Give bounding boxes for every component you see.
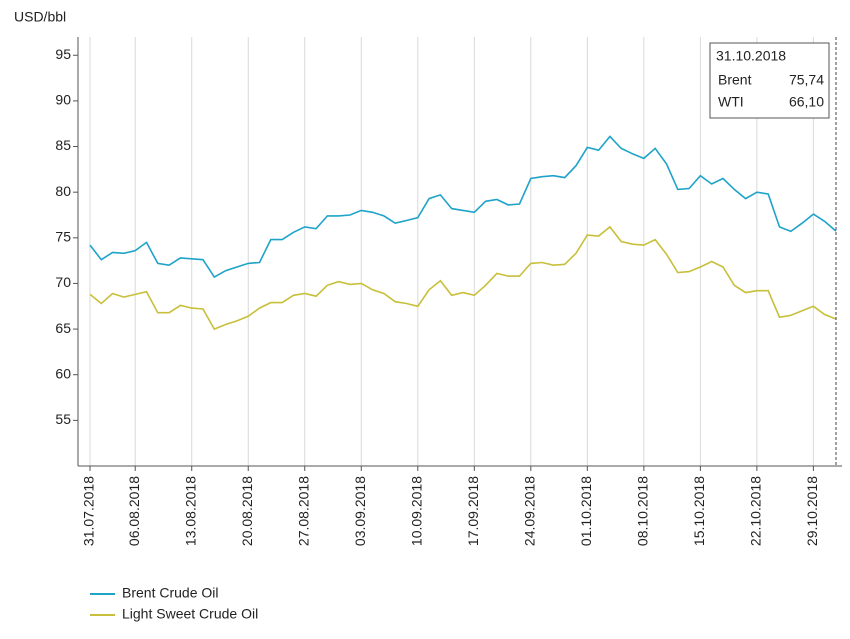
x-tick-label: 10.09.2018 <box>408 476 424 546</box>
series-line <box>89 135 837 279</box>
x-tick-label: 22.10.2018 <box>748 476 764 546</box>
x-tick-label: 24.09.2018 <box>522 476 538 546</box>
tooltip-name: Brent <box>718 72 752 88</box>
x-tick-label: 08.10.2018 <box>635 476 651 546</box>
y-tick-label: 70 <box>55 274 71 290</box>
x-tick-label: 31.07.2018 <box>81 476 97 546</box>
legend-label: Brent Crude Oil <box>122 585 218 601</box>
y-tick-label: 85 <box>55 137 71 153</box>
x-tick-label: 15.10.2018 <box>691 476 707 546</box>
x-tick-label: 27.08.2018 <box>295 476 311 546</box>
x-tick-label: 20.08.2018 <box>239 476 255 546</box>
y-tick-label: 55 <box>55 411 71 427</box>
y-tick-label: 60 <box>55 365 71 381</box>
tooltip-name: WTI <box>718 94 744 110</box>
tooltip-box <box>709 42 830 119</box>
x-tick-label: 17.09.2018 <box>465 476 481 546</box>
tooltip-value: 75,74 <box>789 72 824 88</box>
x-tick-label: 03.09.2018 <box>352 476 368 546</box>
y-tick-label: 95 <box>55 46 71 62</box>
series-line <box>89 225 837 331</box>
x-tick-label: 01.10.2018 <box>578 476 594 546</box>
tooltip-date: 31.10.2018 <box>716 48 786 64</box>
tooltip-value: 66,10 <box>789 94 824 110</box>
y-tick-label: 80 <box>55 183 71 199</box>
x-tick-label: 13.08.2018 <box>182 476 198 546</box>
y-tick-label: 75 <box>55 229 71 245</box>
y-tick-label: 90 <box>55 92 71 108</box>
y-axis-label: USD/bbl <box>14 9 66 25</box>
y-tick-label: 65 <box>55 320 71 336</box>
legend-label: Light Sweet Crude Oil <box>122 606 258 622</box>
x-tick-label: 29.10.2018 <box>804 476 820 546</box>
x-tick-label: 06.08.2018 <box>126 476 142 546</box>
